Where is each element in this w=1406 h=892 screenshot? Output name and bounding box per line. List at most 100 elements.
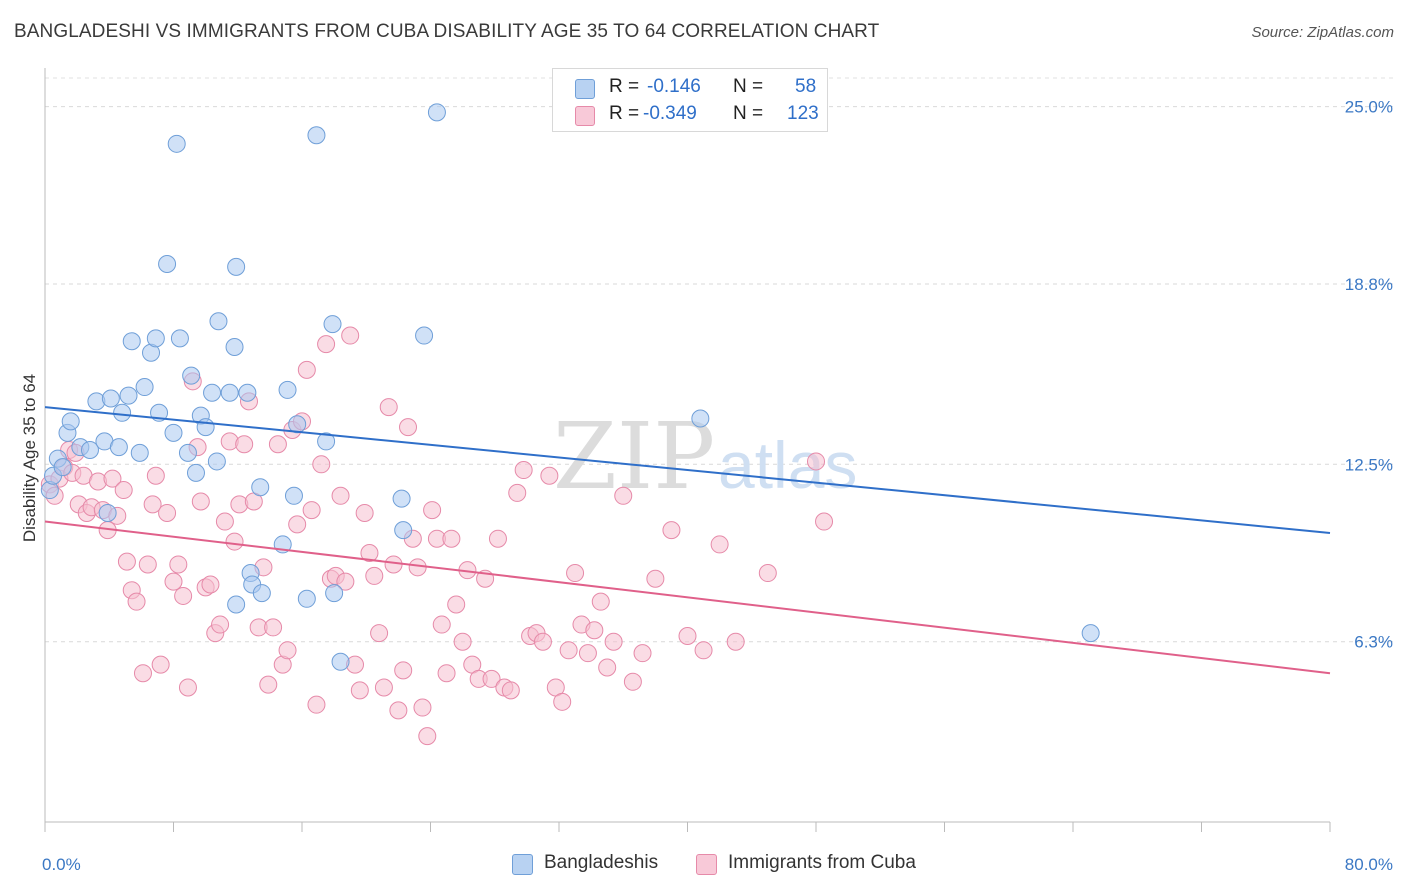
- bangladeshi-trend-line: [44, 406, 1331, 534]
- cuba-point: [365, 566, 384, 585]
- cuba-point: [585, 621, 604, 640]
- legend-r-value: -0.146: [647, 76, 701, 97]
- legend-n-label: N =: [733, 103, 764, 124]
- x-tick-labels: 0.0% 80.0%: [42, 855, 1393, 874]
- watermark-zip: ZIP: [553, 403, 715, 510]
- cuba-point: [389, 701, 408, 720]
- bangladeshi-point: [146, 329, 165, 348]
- chart-title: BANGLADESHI VS IMMIGRANTS FROM CUBA DISA…: [14, 21, 880, 42]
- cuba-point: [694, 641, 713, 660]
- cuba-point: [447, 595, 466, 614]
- cuba-point: [423, 501, 442, 520]
- bangladeshi-point: [307, 126, 326, 145]
- bangladeshi-point: [209, 312, 228, 331]
- cuba-point: [138, 555, 157, 574]
- bottom-legend-label: Immigrants from Cuba: [728, 852, 916, 873]
- cuba-point: [442, 529, 461, 548]
- bottom-swatch-cuba: [696, 854, 717, 875]
- bangladeshi-point: [158, 255, 177, 273]
- cuba-point: [211, 615, 230, 634]
- cuba-point: [488, 529, 507, 548]
- bangladeshi-point: [164, 423, 183, 442]
- cuba-point: [201, 575, 220, 594]
- cuba-point: [514, 461, 533, 480]
- bangladeshi-point: [182, 366, 201, 385]
- bangladeshi-point: [227, 257, 246, 276]
- cuba-point: [114, 481, 133, 500]
- bangladeshi-point: [252, 584, 271, 603]
- cuba-point: [623, 672, 642, 691]
- cuba-point: [264, 618, 283, 637]
- cuba-point: [297, 360, 316, 379]
- bangladeshi-point: [98, 503, 117, 522]
- cuba-point: [553, 692, 572, 711]
- bangladeshi-point: [207, 452, 226, 471]
- cuba-point: [103, 469, 122, 488]
- trend-lines: [44, 406, 1331, 675]
- cuba-point: [278, 641, 297, 660]
- cuba-point: [350, 681, 369, 700]
- cuba-point: [225, 532, 244, 551]
- bangladeshi-point: [109, 438, 128, 457]
- x-tick-label: 80.0%: [1345, 855, 1393, 874]
- cuba-point: [453, 632, 472, 651]
- cuba-point: [394, 661, 413, 680]
- bangladeshi-point: [61, 412, 80, 431]
- cuba-point: [598, 658, 617, 677]
- cuba-point: [146, 466, 165, 485]
- cuba-point: [418, 727, 437, 746]
- bangladeshi-point: [203, 383, 222, 402]
- cuba-point: [578, 644, 597, 663]
- cuba-point: [288, 515, 307, 534]
- bangladeshi-point: [186, 463, 205, 482]
- cuba-point: [758, 564, 777, 583]
- y-tick-label: 6.3%: [1354, 633, 1393, 652]
- correlation-legend: R = -0.146 N = 58 R = -0.349 N = 123: [552, 68, 828, 132]
- cuba-point: [501, 681, 520, 700]
- cuba-point: [336, 572, 355, 591]
- cuba-point: [379, 398, 398, 417]
- cuba-point: [259, 675, 278, 694]
- bangladeshi-point: [220, 383, 239, 402]
- bangladeshi-point: [325, 584, 344, 603]
- axes: [44, 68, 1331, 832]
- cuba-point: [133, 664, 152, 683]
- bangladeshi-point: [415, 326, 434, 345]
- cuba-point: [164, 572, 183, 591]
- bangladeshi-point: [317, 432, 336, 451]
- bangladeshi-point: [1081, 624, 1100, 643]
- cuba-point: [169, 555, 188, 574]
- bangladeshi-point: [251, 478, 270, 497]
- bangladeshi-point: [227, 595, 246, 614]
- cuba-point: [127, 592, 146, 611]
- cuba-point: [143, 495, 162, 514]
- cuba-point: [191, 492, 210, 511]
- cuba-point: [174, 586, 193, 605]
- cuba-point: [374, 678, 393, 697]
- cuba-point: [317, 335, 336, 354]
- cuba-point: [432, 615, 451, 634]
- legend-swatch-bangladeshis: [575, 79, 595, 99]
- cuba-point: [158, 503, 177, 522]
- cuba-point: [302, 501, 321, 520]
- cuba-point: [710, 535, 729, 554]
- grid-lines: [45, 77, 1395, 643]
- source-credit: Source: ZipAtlas.com: [1251, 24, 1394, 41]
- bangladeshi-point: [323, 315, 342, 334]
- cuba-point: [566, 564, 585, 583]
- cuba-point: [178, 678, 197, 697]
- cuba-point: [437, 664, 456, 683]
- cuba-point: [646, 569, 665, 588]
- cuba-point: [370, 624, 389, 643]
- legend-n-value: 58: [795, 76, 817, 97]
- cuba-point: [540, 466, 559, 485]
- bangladeshi-point: [113, 403, 132, 422]
- bangladeshi-point: [297, 589, 316, 608]
- bangladeshi-point: [284, 486, 303, 505]
- cuba-point: [235, 435, 254, 454]
- cuba-point: [215, 512, 234, 531]
- bangladeshi-point: [122, 332, 141, 351]
- cuba-point: [331, 486, 350, 505]
- cuba-point: [633, 644, 652, 663]
